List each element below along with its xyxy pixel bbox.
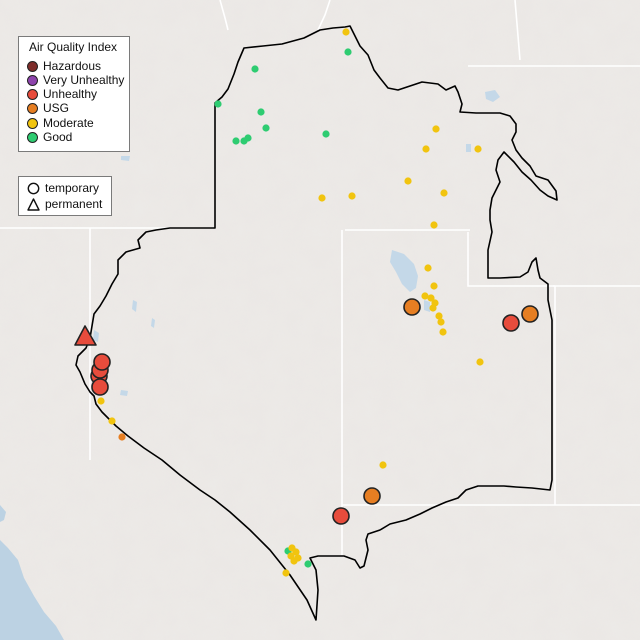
monitor-unhealthy-temporary[interactable] bbox=[93, 353, 111, 371]
monitor-good[interactable] bbox=[344, 48, 352, 56]
lake-pyramid bbox=[132, 300, 137, 312]
good-swatch bbox=[27, 131, 38, 143]
monitor-moderate[interactable] bbox=[437, 318, 445, 326]
monitor-unhealthy-temporary[interactable] bbox=[332, 507, 350, 525]
monitor-moderate[interactable] bbox=[476, 358, 484, 366]
legend-label: Hazardous bbox=[43, 59, 102, 73]
lake-mono bbox=[120, 390, 128, 396]
legend-label: Moderate bbox=[43, 116, 94, 130]
triangle-icon bbox=[27, 197, 40, 211]
monitor-moderate[interactable] bbox=[342, 28, 350, 36]
monitor-good[interactable] bbox=[262, 124, 270, 132]
monitor-moderate[interactable] bbox=[435, 312, 443, 320]
monitor-moderate[interactable] bbox=[424, 264, 432, 272]
monitor-good[interactable] bbox=[322, 130, 330, 138]
monitor-good[interactable] bbox=[251, 65, 259, 73]
legend-item-usg: USG bbox=[27, 101, 69, 115]
ocean bbox=[0, 540, 64, 640]
legend-item-moderate: Moderate bbox=[27, 116, 94, 130]
monitor-moderate[interactable] bbox=[430, 221, 438, 229]
monitor-usg[interactable] bbox=[118, 433, 126, 441]
monitor-moderate[interactable] bbox=[97, 397, 105, 405]
monitor-moderate[interactable] bbox=[421, 292, 429, 300]
hazardous-swatch bbox=[27, 60, 38, 72]
monitor-moderate[interactable] bbox=[290, 557, 298, 565]
monitor-good[interactable] bbox=[244, 134, 252, 142]
monitor-usg-temporary[interactable] bbox=[363, 487, 381, 505]
monitor-moderate[interactable] bbox=[430, 282, 438, 290]
monitor-type-legend: temporary permanent bbox=[18, 176, 112, 216]
monitor-good[interactable] bbox=[257, 108, 265, 116]
legend-label: Good bbox=[43, 130, 73, 144]
monitor-moderate[interactable] bbox=[318, 194, 326, 202]
lake-tahoe bbox=[93, 330, 99, 342]
legend-item-temporary: temporary bbox=[27, 181, 99, 195]
monitor-good[interactable] bbox=[232, 137, 240, 145]
lake-idaho bbox=[121, 156, 130, 161]
bay-water bbox=[0, 505, 6, 522]
lake-great-salt bbox=[390, 250, 418, 292]
monitor-moderate[interactable] bbox=[440, 189, 448, 197]
legend-label: USG bbox=[43, 101, 70, 115]
lake-utah bbox=[424, 300, 430, 312]
monitor-unhealthy-permanent[interactable] bbox=[74, 325, 97, 346]
aqi-legend: Air Quality Index Hazardous Very Unhealt… bbox=[18, 36, 130, 152]
monitor-moderate[interactable] bbox=[108, 417, 116, 425]
region-boundary bbox=[75, 25, 558, 621]
legend-item-unhealthy: Unhealthy bbox=[27, 87, 97, 101]
monitor-moderate[interactable] bbox=[379, 461, 387, 469]
monitor-usg-temporary[interactable] bbox=[403, 298, 421, 316]
monitor-moderate[interactable] bbox=[348, 192, 356, 200]
monitor-moderate[interactable] bbox=[427, 294, 435, 302]
legend-item-hazardous: Hazardous bbox=[27, 59, 101, 73]
lake-bear bbox=[466, 144, 471, 152]
monitor-moderate[interactable] bbox=[292, 548, 300, 556]
lake-yellowstone bbox=[485, 90, 500, 102]
legend-item-good: Good bbox=[27, 130, 72, 144]
monitor-moderate[interactable] bbox=[474, 145, 482, 153]
legend-item-permanent: permanent bbox=[27, 197, 102, 211]
monitor-usg-temporary[interactable] bbox=[521, 305, 539, 323]
unhealthy-swatch bbox=[27, 88, 38, 100]
monitor-moderate[interactable] bbox=[404, 177, 412, 185]
legend-label: Unhealthy bbox=[43, 87, 98, 101]
circle-icon bbox=[27, 182, 40, 195]
legend-label: permanent bbox=[45, 197, 103, 211]
usg-swatch bbox=[27, 102, 38, 114]
monitor-good[interactable] bbox=[304, 560, 312, 568]
legend-title: Air Quality Index bbox=[29, 40, 118, 54]
monitor-moderate[interactable] bbox=[432, 125, 440, 133]
monitor-unhealthy-temporary[interactable] bbox=[91, 378, 109, 396]
monitor-markers bbox=[74, 28, 539, 577]
legend-item-very-unhealthy: Very Unhealthy bbox=[27, 73, 124, 87]
monitor-moderate[interactable] bbox=[429, 304, 437, 312]
monitor-unhealthy-temporary[interactable] bbox=[502, 314, 520, 332]
legend-label: Very Unhealthy bbox=[43, 73, 125, 87]
very-unhealthy-swatch bbox=[27, 74, 38, 86]
legend-label: temporary bbox=[45, 181, 100, 195]
moderate-swatch bbox=[27, 117, 38, 129]
monitor-moderate[interactable] bbox=[439, 328, 447, 336]
monitor-moderate[interactable] bbox=[422, 145, 430, 153]
lake-walker bbox=[151, 318, 155, 328]
monitor-moderate[interactable] bbox=[282, 569, 290, 577]
monitor-good[interactable] bbox=[214, 100, 222, 108]
